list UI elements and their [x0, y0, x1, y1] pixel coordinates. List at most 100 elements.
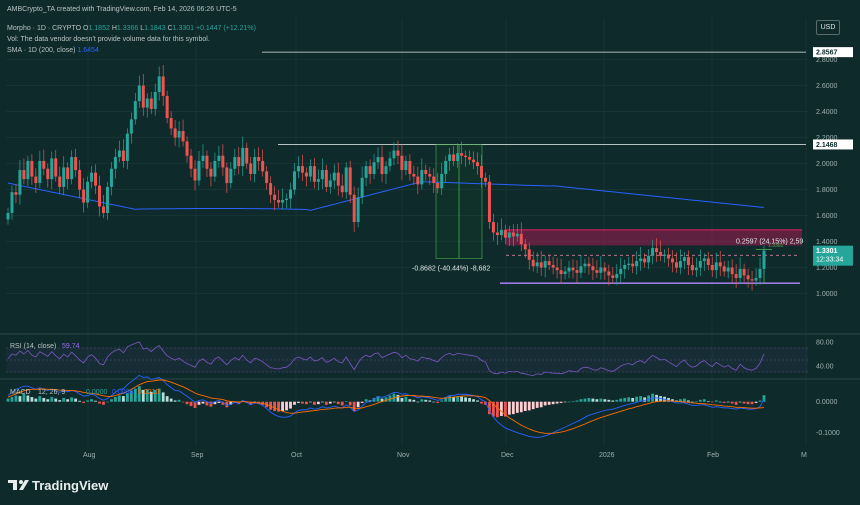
candle-body	[651, 248, 655, 256]
candle-body	[702, 258, 706, 262]
ohlc-open: 1.1852	[88, 25, 110, 32]
candle-body	[185, 141, 189, 156]
macd-histogram-bar	[639, 396, 643, 402]
macd-histogram-bar	[388, 395, 392, 402]
macd-histogram-bar	[559, 401, 563, 403]
candle-body	[694, 267, 698, 271]
macd-histogram-bar	[416, 401, 420, 403]
macd-histogram-bar	[734, 401, 738, 405]
macd-histogram-bar	[452, 397, 456, 402]
candle-body	[511, 232, 515, 237]
candle-body	[428, 173, 432, 177]
candle-body	[137, 85, 141, 102]
macd-histogram-bar	[70, 397, 74, 402]
macd-histogram-bar	[722, 401, 726, 403]
macd-histogram-bar	[153, 389, 157, 402]
macd-histogram-bar	[575, 400, 579, 402]
macd-histogram-bar	[293, 401, 296, 405]
macd-histogram-bar	[714, 400, 718, 402]
macd-histogram-bar	[507, 401, 511, 415]
candle-body	[336, 172, 340, 186]
candle-body	[420, 170, 424, 185]
candle-body	[181, 131, 185, 142]
candle-body	[269, 183, 273, 195]
candle-body	[98, 185, 102, 207]
macd-histogram-bar	[623, 397, 627, 402]
macd-histogram-bar	[372, 397, 376, 402]
candle-body	[495, 232, 499, 236]
macd-histogram-bar	[726, 401, 730, 403]
candle-body	[344, 167, 348, 193]
candle-body	[66, 167, 70, 180]
candle-body	[507, 232, 511, 238]
candle-body	[58, 176, 62, 187]
candle-body	[229, 168, 233, 184]
candle-body	[396, 150, 400, 156]
x-tick-label: Sep	[191, 452, 204, 459]
macd-histogram-bar	[535, 401, 539, 408]
price-tick-label: 1.0000	[816, 291, 838, 298]
macd-histogram-bar	[165, 396, 169, 402]
candle-body	[663, 254, 667, 256]
candle-body	[133, 101, 137, 120]
macd-histogram-bar	[579, 399, 583, 402]
currency-button[interactable]: USD	[816, 20, 840, 35]
candle-body	[78, 170, 82, 190]
macd-histogram-bar	[38, 396, 42, 402]
price-label-box	[813, 47, 853, 58]
symbol-name[interactable]: Morpho · 1D · CRYPTO	[7, 25, 82, 32]
macd-histogram-bar	[253, 401, 257, 403]
candle-body	[257, 157, 261, 161]
candle-body	[273, 194, 277, 200]
macd-histogram-bar	[42, 397, 46, 402]
candle-body	[750, 279, 754, 281]
macd-histogram-bar	[627, 397, 631, 402]
macd-histogram-bar	[305, 401, 308, 405]
macd-histogram-bar	[519, 401, 523, 413]
macd-histogram-bar	[82, 401, 85, 403]
ohlc-close: 1.3301	[172, 25, 195, 32]
macd-histogram-bar	[217, 401, 221, 403]
x-tick-label: 2026	[599, 452, 615, 459]
macd-histogram-bar	[209, 401, 213, 407]
rsi-legend-value: 59.74	[62, 343, 80, 350]
candle-body	[74, 157, 78, 171]
candle-body	[758, 268, 762, 278]
candle-body	[714, 262, 718, 271]
price-tick-label: 2.8000	[816, 57, 838, 64]
price-tick-label: 2.4000	[816, 109, 838, 116]
macd-histogram-bar	[551, 401, 555, 405]
macd-histogram-bar	[273, 401, 276, 411]
countdown-label: 12:33:34	[816, 257, 843, 264]
macd-histogram-bar	[348, 401, 352, 406]
macd-histogram-bar	[428, 400, 432, 402]
ohlc-high: 1.3366	[116, 25, 139, 32]
candle-body	[50, 158, 54, 180]
candle-body	[217, 155, 221, 161]
macd-histogram-bar	[599, 398, 603, 402]
macd-histogram-bar	[324, 401, 328, 405]
resistance-zone	[506, 229, 802, 246]
macd-histogram-bar	[448, 396, 452, 402]
candle-body	[213, 160, 217, 177]
candle-body	[643, 258, 647, 263]
candle-body	[690, 264, 694, 271]
candle-body	[125, 133, 129, 161]
sma-legend[interactable]: SMA · 1D (200, close) 1.6454	[7, 47, 99, 54]
tradingview-logo-icon	[8, 480, 29, 490]
macd-histogram-bar	[376, 396, 380, 402]
candle-body	[670, 258, 674, 263]
candle-body	[165, 95, 169, 119]
candle-body	[189, 155, 193, 169]
candle-body	[360, 177, 364, 198]
macd-histogram-bar	[297, 401, 300, 403]
brand-name[interactable]: TradingView	[32, 478, 109, 493]
macd-histogram-bar	[74, 398, 78, 402]
macd-histogram-bar	[511, 401, 515, 415]
macd-line	[7, 374, 765, 438]
candle-body	[289, 189, 293, 199]
macd-histogram-bar	[480, 401, 483, 404]
macd-histogram-bar	[706, 401, 710, 402]
candle-body	[583, 263, 587, 267]
